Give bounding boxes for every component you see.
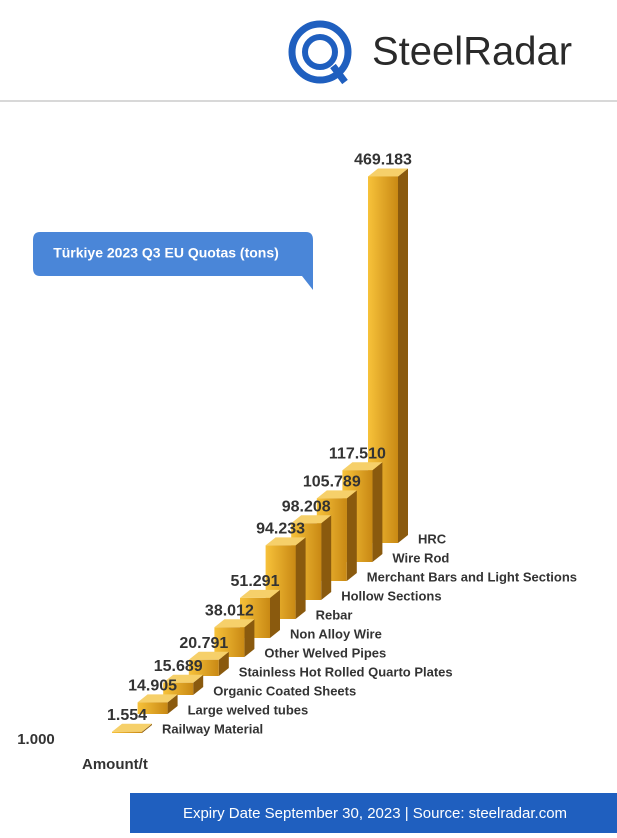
logo-ring-inner: [302, 34, 338, 70]
value-label: 1.554: [107, 707, 147, 724]
bar-side: [193, 674, 204, 695]
value-label: 117.510: [329, 445, 386, 462]
bar-top: [316, 490, 357, 499]
bar: [163, 682, 194, 695]
chart-title: Türkiye 2023 Q3 EU Quotas (tons): [53, 245, 279, 261]
logo-tail: [330, 63, 348, 85]
bar-side: [295, 537, 306, 619]
category-label: Stainless Hot Rolled Quarto Plates: [239, 664, 453, 679]
bar-top: [291, 515, 332, 524]
bar-top: [342, 462, 383, 471]
bar-top: [214, 619, 255, 628]
value-label: 51.291: [231, 573, 280, 590]
category-label: Large welved tubes: [188, 702, 309, 717]
bar-side: [218, 651, 229, 676]
value-label: 469.183: [354, 152, 412, 169]
title-bubble: [33, 232, 313, 290]
bar-top: [188, 651, 229, 660]
bar-side: [270, 589, 280, 638]
y-axis-label: Amount/t: [82, 756, 148, 773]
value-label: 38.012: [205, 603, 254, 620]
category-label: Merchant Bars and Light Sections: [367, 569, 577, 584]
category-label: Organic Coated Sheets: [213, 683, 356, 698]
category-label: Railway Material: [162, 721, 263, 736]
y-tick-label: 1.000: [17, 731, 55, 748]
bars: 469.183 117.510 105.789 98.208 94.233 51.291 3…: [17, 152, 577, 749]
bar-top: [240, 589, 280, 598]
bar-top: [112, 723, 152, 732]
logo: SteelRadar: [288, 20, 572, 85]
bar: [137, 702, 168, 714]
bar-side: [167, 694, 178, 714]
value-label: 105.789: [303, 474, 361, 491]
value-label: 20.791: [179, 635, 228, 652]
value-label: 14.905: [128, 678, 177, 695]
bar: [112, 731, 142, 733]
bar-top: [163, 674, 204, 683]
category-label: Rebar: [316, 607, 353, 622]
category-label: Hollow Sections: [341, 588, 441, 603]
bar-top: [265, 537, 306, 546]
bar-side: [398, 168, 408, 543]
value-label: 94.233: [256, 521, 305, 538]
category-label: Wire Rod: [392, 550, 449, 565]
value-label: 15.689: [154, 658, 203, 675]
bar-side: [142, 723, 152, 733]
category-label: Non Alloy Wire: [290, 626, 382, 641]
bar: [188, 659, 219, 676]
bar-side: [372, 462, 383, 562]
logo-text: SteelRadar: [372, 30, 572, 74]
bar-side: [244, 619, 255, 657]
footer-text: Expiry Date September 30, 2023 | Source:…: [183, 805, 567, 822]
bar-top: [137, 694, 178, 703]
bar-side: [346, 490, 357, 581]
logo-ring: [288, 20, 352, 84]
footer-bar: [130, 793, 617, 833]
value-label: 98.208: [282, 498, 331, 515]
bar-side: [321, 515, 332, 600]
category-label: Other Welved Pipes: [264, 645, 386, 660]
category-label: HRC: [418, 531, 447, 546]
bar-top: [368, 168, 408, 177]
